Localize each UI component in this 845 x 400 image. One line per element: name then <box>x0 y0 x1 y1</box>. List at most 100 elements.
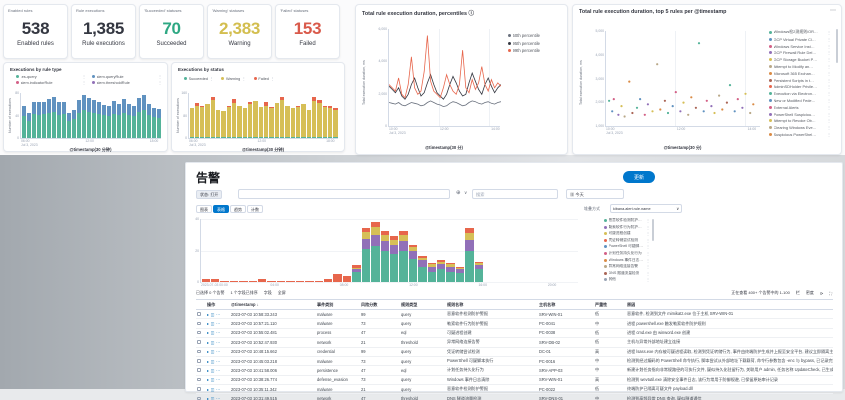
toolbar-item[interactable]: 密度 <box>805 290 814 295</box>
analyze-icon[interactable]: ◫ <box>210 339 215 345</box>
toolbar-item[interactable]: 正在查看 400+ 个告警中的 1-100 <box>731 290 790 295</box>
row-checkbox[interactable] <box>197 312 201 316</box>
more-icon[interactable]: ⋮ <box>827 57 831 63</box>
expand-icon[interactable]: ▸ <box>207 330 210 336</box>
more-icon[interactable]: ⋮ <box>158 74 162 79</box>
more-icon[interactable]: ⋮ <box>827 70 831 76</box>
more-icon[interactable]: ⋮ <box>646 218 650 223</box>
more-icon[interactable]: ⋮ <box>158 80 162 85</box>
refresh-button[interactable]: 更新 <box>623 171 655 183</box>
legend-item[interactable]: AdminSDHolder Privile… ⋮ <box>769 84 831 89</box>
legend-item[interactable]: Attempt to Modify an… ⋮ <box>769 64 831 69</box>
more-icon[interactable]: ⋮ <box>827 125 831 131</box>
legend-item[interactable]: 凭证转储尝试检测 ⋮ <box>604 238 650 243</box>
more-icon[interactable]: ⋮ <box>209 76 214 81</box>
legend-item[interactable]: 异常网络连接告警 ⋮ <box>604 264 650 269</box>
more-actions-icon[interactable]: ⋯ <box>216 330 221 336</box>
analyze-icon[interactable]: ◫ <box>210 349 215 355</box>
column-header[interactable]: 事件类别 <box>316 299 360 310</box>
legend-item[interactable]: GCP Firewall Rule Del… ⋮ <box>769 50 831 55</box>
more-icon[interactable]: ⋮ <box>270 76 275 81</box>
analyze-icon[interactable]: ◫ <box>210 311 215 317</box>
legend-item[interactable]: Windows Service Inst… ⋮ <box>769 44 831 49</box>
more-icon[interactable]: ⋮ <box>827 111 831 117</box>
row-checkbox[interactable] <box>197 330 201 335</box>
legend-item[interactable]: Clearing Windows Eve… ⋮ <box>769 125 831 130</box>
legend-item[interactable]: siem.thresholdRule ⋮ <box>92 80 162 85</box>
legend-scrollbar[interactable] <box>836 29 838 63</box>
expand-icon[interactable]: ▸ <box>207 396 210 400</box>
more-icon[interactable]: ⋮ <box>646 231 650 237</box>
toolbar-item[interactable]: 栏 <box>795 290 800 295</box>
more-actions-icon[interactable]: ⋯ <box>216 321 221 327</box>
row-checkbox[interactable] <box>197 387 201 391</box>
analyze-icon[interactable]: ◫ <box>210 330 215 336</box>
panel-menu-icon[interactable]: ⋯ <box>830 8 837 14</box>
more-icon[interactable]: ⋮ <box>827 29 831 35</box>
legend-item[interactable]: Persistent Scripts in t… ⋮ <box>769 78 831 83</box>
expand-icon[interactable]: ▸ <box>207 339 210 345</box>
legend-item[interactable]: 勒索软件行为防护警报 ⋮ <box>604 225 650 230</box>
more-icon[interactable]: ⋮ <box>646 264 650 270</box>
legend-item[interactable]: PowerShell Suspiciou… ⋮ <box>769 112 831 117</box>
legend-item[interactable]: Execution via Electron… ⋮ <box>769 91 831 96</box>
more-icon[interactable]: ⋮ <box>646 257 650 263</box>
fullscreen-icon[interactable]: ⛶ <box>829 290 832 296</box>
row-checkbox[interactable] <box>197 321 201 326</box>
column-header[interactable]: 主机名称 <box>538 299 594 310</box>
more-icon[interactable]: ⋮ <box>646 224 650 230</box>
column-header[interactable]: 风险分数 <box>360 299 400 310</box>
legend-item[interactable]: DNS 隧道流量检测 ⋮ <box>604 271 650 276</box>
more-actions-icon[interactable]: ⋯ <box>216 339 221 345</box>
kql-filter-input[interactable] <box>238 189 450 199</box>
stack-by-select[interactable]: kibana.alert.rule.name ∨ <box>610 204 682 213</box>
legend-scrollbar[interactable] <box>652 219 654 241</box>
column-header[interactable]: 严重性 <box>594 299 626 310</box>
toolbar-item[interactable]: 字段 <box>263 290 272 295</box>
refresh-icon[interactable]: ⟳ <box>819 290 824 296</box>
view-tab-趋势[interactable]: 趋势 <box>230 205 246 213</box>
legend-item[interactable]: 95th percentile <box>508 41 564 46</box>
legend-item[interactable]: 50th percentile <box>508 33 564 38</box>
legend-item[interactable]: .es-query ⋮ <box>16 74 86 79</box>
column-header[interactable]: @timestamp ↓ <box>230 299 316 310</box>
status-filter-pill[interactable]: 状态: 打开 <box>196 190 223 199</box>
expand-icon[interactable]: ▸ <box>207 358 210 364</box>
legend-item[interactable]: 恶意软件检测防护警报 ⋮ <box>604 218 650 223</box>
legend-item[interactable]: External Alerts ⋮ <box>769 105 831 110</box>
analyze-icon[interactable]: ◫ <box>210 367 215 373</box>
more-actions-icon[interactable]: ⋯ <box>216 349 221 355</box>
more-icon[interactable]: ⋮ <box>827 77 831 83</box>
more-icon[interactable]: ⋮ <box>646 270 650 276</box>
row-checkbox[interactable] <box>197 396 201 400</box>
more-icon[interactable]: ⋮ <box>827 118 831 124</box>
more-icon[interactable]: ⋮ <box>827 50 831 56</box>
add-filter-icon[interactable]: ⊕ <box>456 190 461 196</box>
more-icon[interactable]: ⋮ <box>827 91 831 97</box>
legend-item[interactable]: 其他 ⋮ <box>604 277 650 282</box>
legend-item[interactable]: Windows检2测规则/OR… ⋮ <box>769 29 831 35</box>
legend-item[interactable]: GCP Virtual Private Cl… ⋮ <box>769 37 831 42</box>
more-actions-icon[interactable]: ⋯ <box>216 386 221 392</box>
more-icon[interactable]: ⋮ <box>646 244 650 250</box>
more-icon[interactable]: ⋮ <box>646 250 650 256</box>
analyze-icon[interactable]: ◫ <box>210 396 215 400</box>
legend-item[interactable]: 计划任务持久化行为 ⋮ <box>604 251 650 256</box>
legend-item[interactable]: 可疑进程创建 ⋮ <box>604 231 650 236</box>
more-icon[interactable]: ⋮ <box>241 76 246 81</box>
analyze-icon[interactable]: ◫ <box>210 358 215 364</box>
toolbar-item[interactable]: 全屏 <box>277 290 286 295</box>
row-checkbox[interactable] <box>197 359 201 363</box>
more-icon[interactable]: ⋮ <box>82 74 86 79</box>
legend-item[interactable]: Warning ⋮ <box>221 76 246 81</box>
row-checkbox[interactable] <box>197 349 201 354</box>
more-icon[interactable]: ⋮ <box>827 131 831 137</box>
toolbar-item[interactable]: 1 个字段已排序 <box>230 290 258 295</box>
view-tab-图表[interactable]: 图表 <box>196 205 212 213</box>
column-header[interactable]: 原因 <box>626 299 833 310</box>
more-actions-icon[interactable]: ⋯ <box>216 396 221 400</box>
more-icon[interactable]: ⋮ <box>827 36 831 42</box>
legend-item[interactable]: PowerShell 可疑脚本执行⋮ <box>604 244 650 249</box>
legend-item[interactable]: Windows 事件日志清除 ⋮ <box>604 258 650 263</box>
column-header[interactable]: 操作 <box>206 299 230 310</box>
